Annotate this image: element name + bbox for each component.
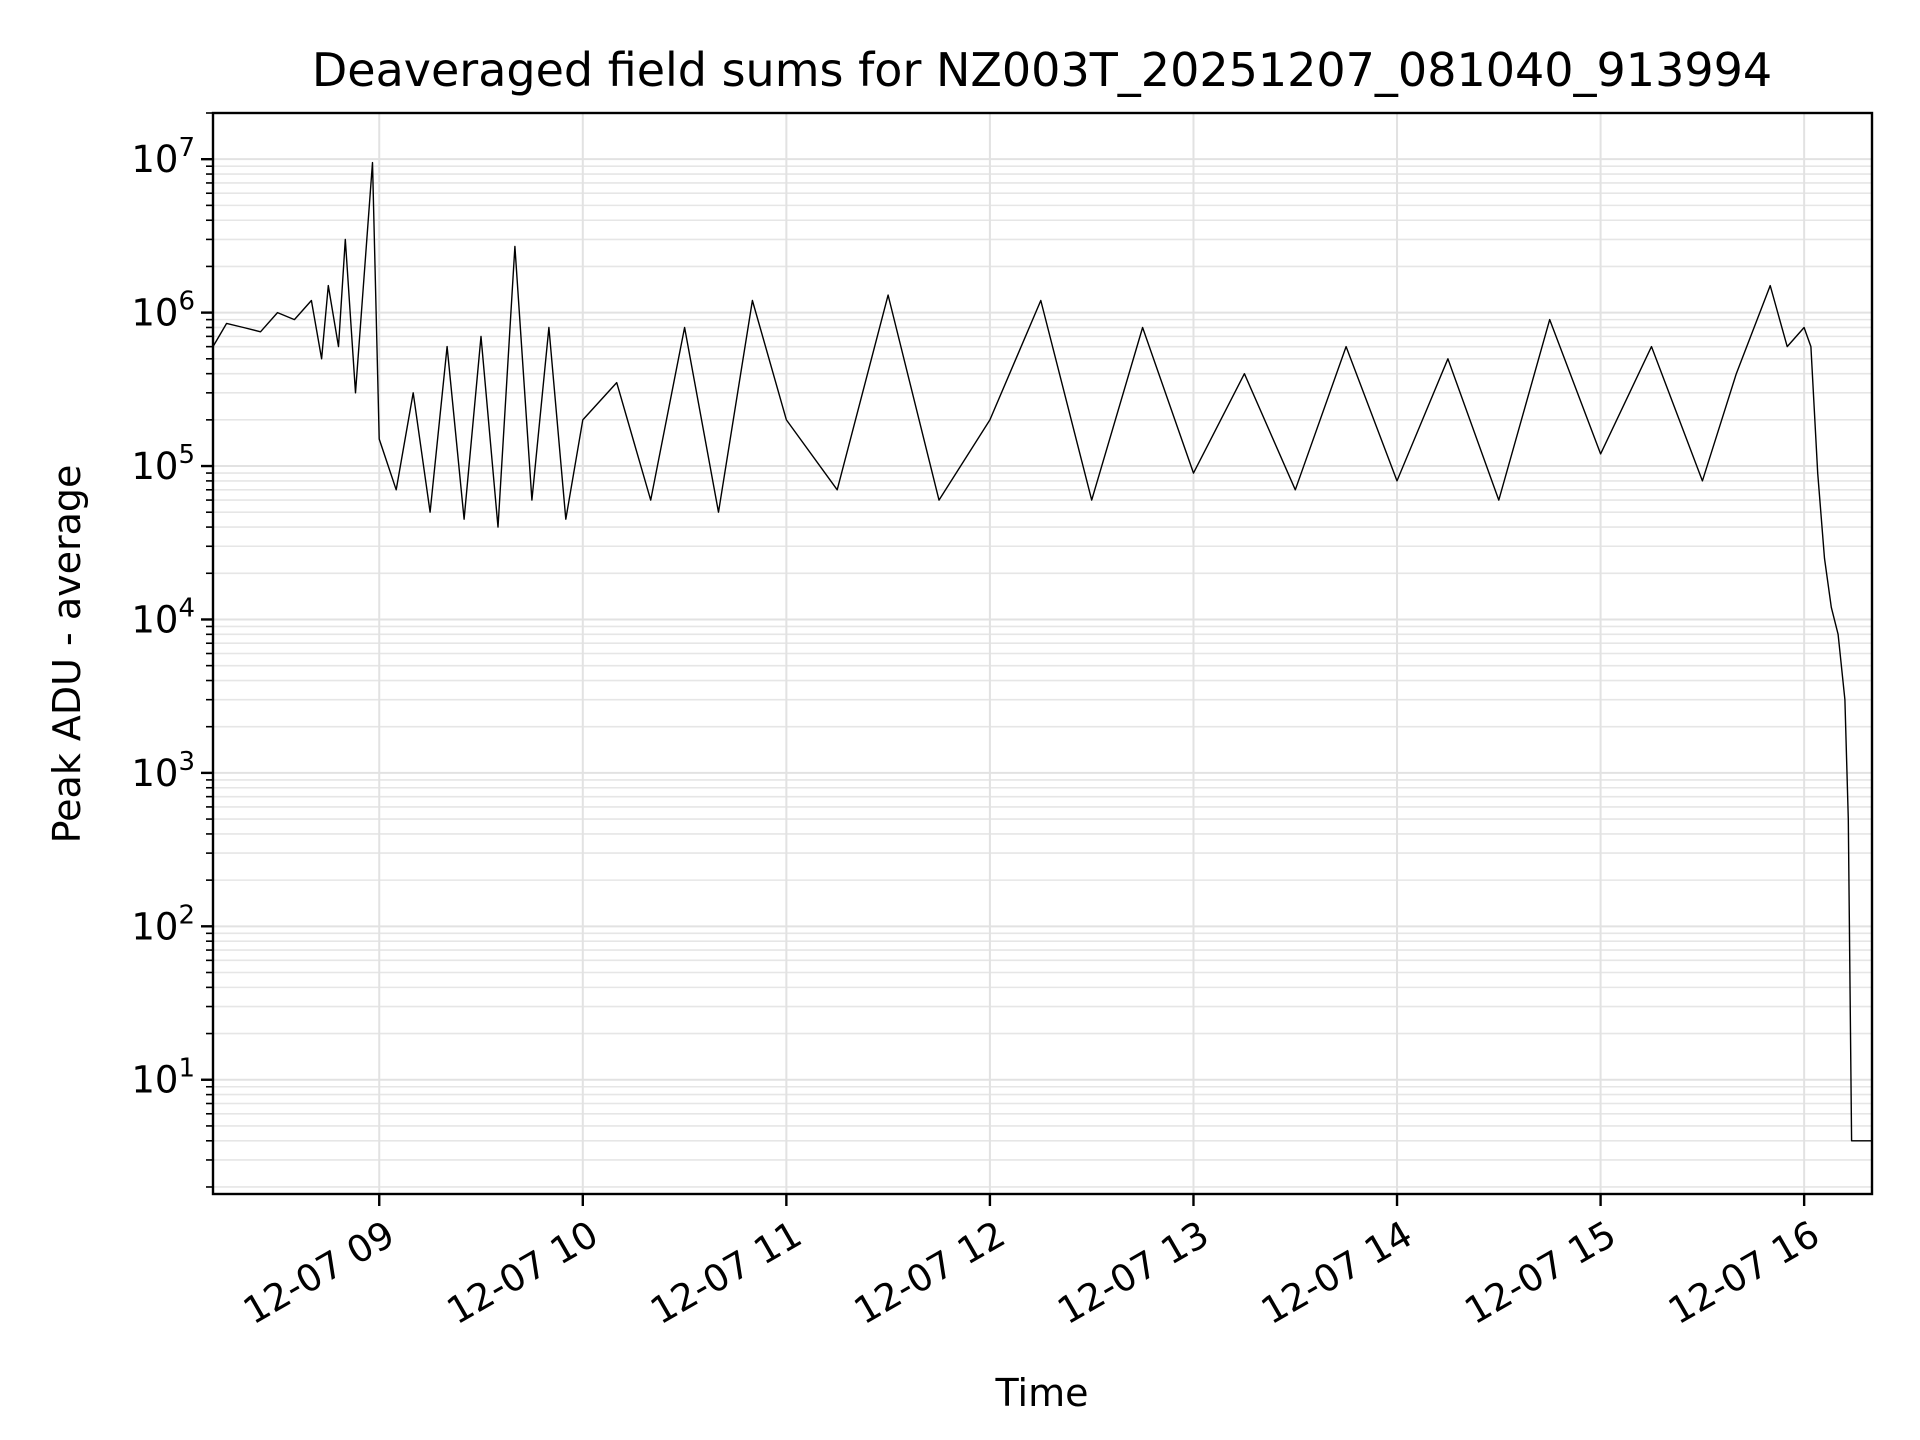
y-tick-label: 104: [131, 593, 195, 641]
grid: [213, 112, 1872, 1194]
x-tick-label: 12-07 15: [1458, 1213, 1624, 1333]
x-tick-label: 12-07 14: [1254, 1213, 1420, 1333]
chart-title: Deaveraged field sums for NZ003T_2025120…: [312, 43, 1772, 97]
series-line: [212, 161, 1872, 1142]
y-axis-label: Peak ADU - average: [45, 465, 89, 844]
x-axis-label: Time: [995, 1371, 1089, 1415]
x-tick-label: 12-07 11: [643, 1213, 809, 1333]
y-tick-label: 101: [131, 1054, 195, 1102]
y-tick-label: 103: [131, 747, 195, 795]
x-tick-label: 12-07 12: [847, 1213, 1013, 1333]
y-tick-label: 107: [131, 133, 195, 181]
x-tick-label: 12-07 09: [236, 1213, 402, 1333]
y-tick-label: 102: [131, 900, 195, 948]
y-tick-label: 106: [131, 287, 195, 335]
x-tick-label: 12-07 13: [1050, 1213, 1216, 1333]
y-tick-label: 105: [131, 440, 195, 488]
x-tick-label: 12-07 16: [1661, 1213, 1827, 1333]
x-tick-label: 12-07 10: [440, 1213, 606, 1333]
axis-ticks: 101 102 103 104 105 106 107 12-07 09 12-07 10 12-…: [131, 112, 1827, 1333]
